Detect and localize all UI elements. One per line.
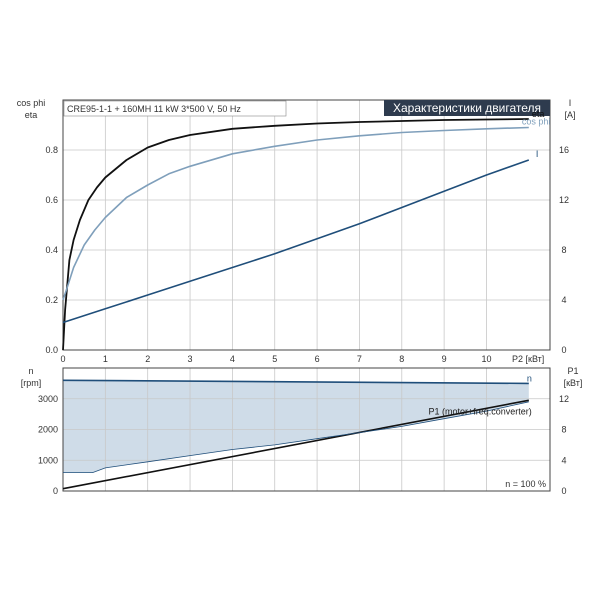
series-label-eta: eta xyxy=(532,109,545,119)
bottom-left-axis-label-n: n xyxy=(28,366,33,376)
series-line-eta xyxy=(62,118,529,351)
x-tick-label: 9 xyxy=(442,354,447,364)
bottom-y-left-tick-label: 2000 xyxy=(38,425,58,435)
chart-subtitle: CRE95-1-1 + 160MH 11 kW 3*500 V, 50 Hz xyxy=(67,104,241,114)
top-panel: CRE95-1-1 + 160MH 11 kW 3*500 V, 50 Hz Х… xyxy=(17,98,576,364)
bottom-right-axis-label-p1: P1 xyxy=(567,366,578,376)
x-tick-label: 5 xyxy=(272,354,277,364)
series-label-cos-phi: cos phi xyxy=(522,117,551,127)
series-line-p1 xyxy=(62,399,529,490)
x-tick-label: 7 xyxy=(357,354,362,364)
series-label-p1: P1 (motor+freq.converter) xyxy=(429,406,532,416)
x-tick-label: 4 xyxy=(230,354,235,364)
y-right-tick-label: 12 xyxy=(559,195,569,205)
bottom-y-left-tick-label: 1000 xyxy=(38,455,58,465)
top-grid xyxy=(63,100,550,350)
operating-area-fill xyxy=(63,380,529,473)
operating-area-lower-bound-line xyxy=(63,401,529,474)
bottom-series-labels: n P1 (motor+freq.converter) xyxy=(429,373,532,416)
bottom-right-axis-label-unit: [кВт] xyxy=(564,378,583,388)
bottom-y-right-tick-label: 12 xyxy=(559,394,569,404)
bottom-y-right-tick-label: 4 xyxy=(561,455,566,465)
bottom-y-left-tick-label: 0 xyxy=(53,486,58,496)
subtitle-box xyxy=(63,100,287,117)
y-left-tick-label: 0.6 xyxy=(45,195,58,205)
series-line-I xyxy=(62,159,530,324)
x-axis-label: P2 [кВт] xyxy=(512,354,544,364)
bottom-series xyxy=(62,379,529,490)
x-tick-label: 6 xyxy=(315,354,320,364)
series-line-cos-phi xyxy=(62,126,529,301)
series-label-I: I xyxy=(536,149,539,159)
speed-annotation: n = 100 % xyxy=(505,479,546,489)
x-tick-label: 10 xyxy=(481,354,491,364)
y-left-tick-label: 0.4 xyxy=(45,245,58,255)
x-tick-label: 0 xyxy=(60,354,65,364)
top-plot-frame xyxy=(62,99,551,351)
series-line-speed xyxy=(62,379,529,385)
top-series xyxy=(62,118,530,351)
x-tick-label: 8 xyxy=(399,354,404,364)
y-right-tick-label: 4 xyxy=(561,295,566,305)
bottom-y-right-tick-label: 8 xyxy=(561,425,566,435)
y-left-tick-label: 0.8 xyxy=(45,145,58,155)
x-tick-label: 2 xyxy=(145,354,150,364)
y-left-tick-label: 0.0 xyxy=(45,345,58,355)
left-axis-label-cosphi: cos phi xyxy=(17,98,46,108)
right-axis-label-i: I xyxy=(569,98,572,108)
bottom-panel: n [rpm] P1 [кВт] 0 1000 2000 3000 0 4 8 12 n P1 … xyxy=(21,366,583,496)
bottom-tick-labels: 0 1000 2000 3000 0 4 8 12 xyxy=(38,394,569,496)
chart-title-box xyxy=(384,100,550,116)
y-right-tick-label: 8 xyxy=(561,245,566,255)
left-axis-label-eta: eta xyxy=(25,110,38,120)
bottom-grid xyxy=(63,368,550,491)
y-left-tick-label: 0.2 xyxy=(45,295,58,305)
series-label-speed: n xyxy=(527,373,532,383)
y-right-tick-label: 0 xyxy=(561,345,566,355)
bottom-y-right-tick-label: 0 xyxy=(561,486,566,496)
right-axis-label-unit: [A] xyxy=(564,110,575,120)
bottom-plot-frame xyxy=(62,367,551,492)
operating-area xyxy=(63,380,529,473)
y-right-tick-label: 16 xyxy=(559,145,569,155)
x-tick-label: 1 xyxy=(103,354,108,364)
bottom-left-axis-label-unit: [rpm] xyxy=(21,378,42,388)
bottom-y-left-tick-label: 3000 xyxy=(38,394,58,404)
x-tick-label: 3 xyxy=(188,354,193,364)
chart-title: Характеристики двигателя xyxy=(393,101,541,115)
